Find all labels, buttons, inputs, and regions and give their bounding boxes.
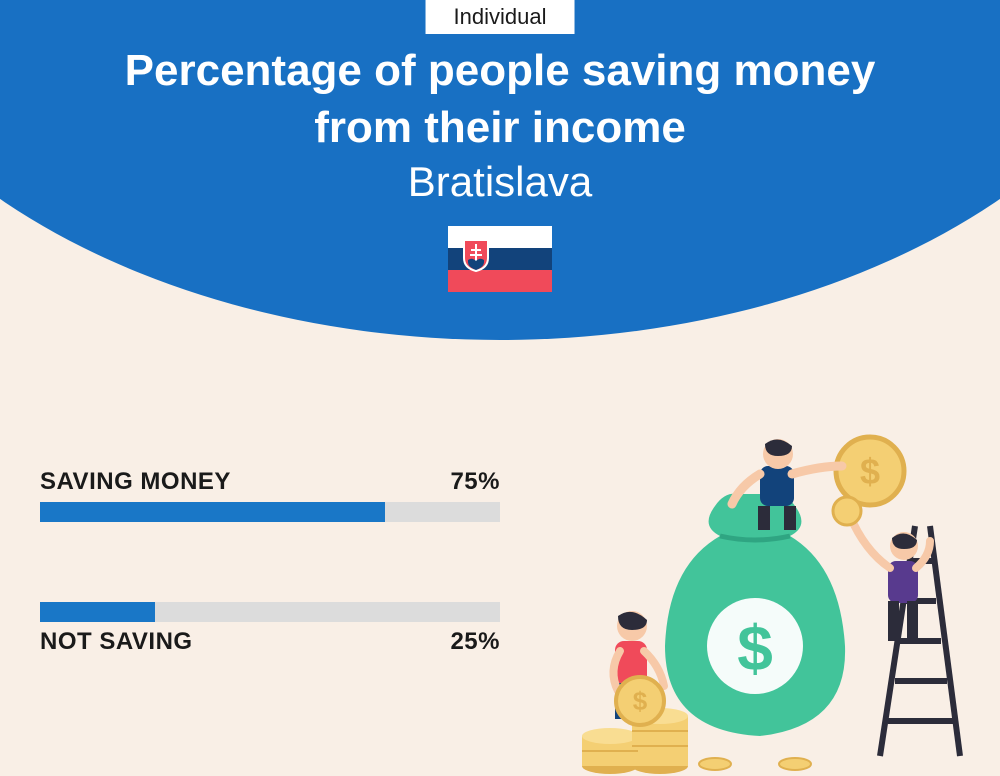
flag-stripe-red	[448, 270, 552, 292]
flag-slovakia	[448, 226, 552, 292]
person-bottom: $	[613, 611, 664, 725]
category-tag: Individual	[426, 0, 575, 34]
bar-label-saving: SAVING MONEY	[40, 468, 231, 496]
title-line-1: Percentage of people saving money	[0, 42, 1000, 99]
subtitle-city: Bratislava	[0, 158, 1000, 206]
title-line-2: from their income	[0, 99, 1000, 156]
bar-saving: SAVING MONEY 75%	[40, 468, 500, 522]
bar-label-not-saving: NOT SAVING	[40, 628, 193, 656]
coin-icon: $	[836, 437, 904, 505]
bar-track	[40, 502, 500, 522]
bar-fill-not-saving	[40, 602, 155, 622]
flag-shield-icon	[462, 238, 490, 272]
bars-section: SAVING MONEY 75% NOT SAVING 25%	[40, 468, 500, 736]
svg-text:$: $	[633, 686, 648, 716]
savings-illustration: $ $	[560, 416, 980, 776]
bar-value-not-saving: 25%	[450, 628, 500, 656]
bar-value-saving: 75%	[450, 468, 500, 496]
bar-track	[40, 602, 500, 622]
title-block: Percentage of people saving money from t…	[0, 42, 1000, 206]
bar-not-saving: NOT SAVING 25%	[40, 602, 500, 656]
person-ladder	[833, 497, 930, 641]
bar-fill-saving	[40, 502, 385, 522]
svg-text:$: $	[737, 612, 773, 684]
svg-text:$: $	[860, 451, 880, 492]
